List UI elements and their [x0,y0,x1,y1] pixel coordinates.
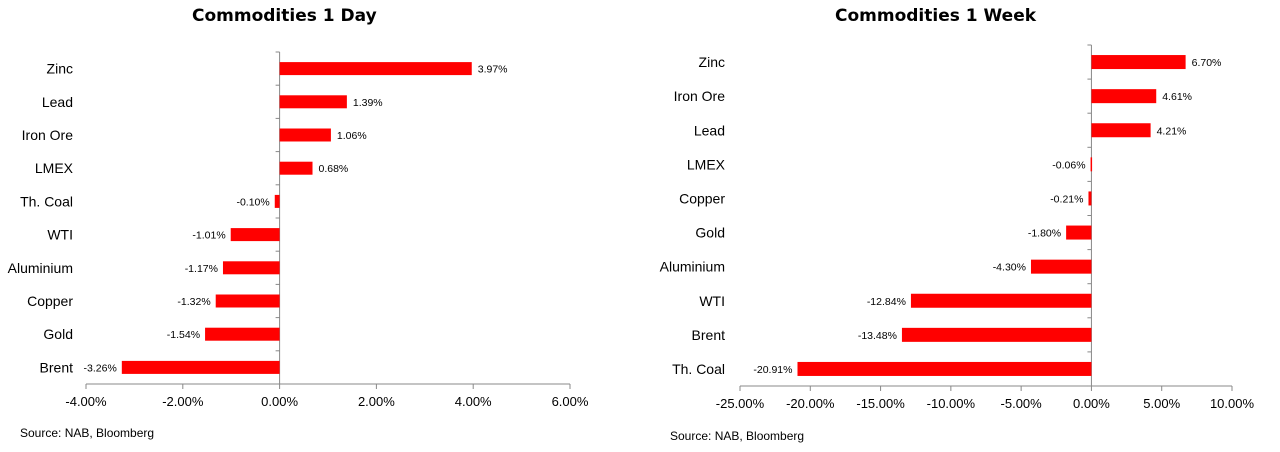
x-tick-label: -20.00% [786,396,835,411]
bar [121,360,280,374]
data-label: 6.70% [1192,57,1222,69]
data-label: -1.54% [167,329,200,341]
x-tick-label: -5.00% [1001,396,1043,411]
data-label: -13.48% [858,330,897,342]
data-label: -1.01% [192,230,225,242]
category-label: Zinc [47,61,73,77]
bar [910,293,1092,308]
category-label: WTI [699,293,725,309]
data-label: -20.91% [753,364,792,376]
chart-panel-1day: Commodities 1 Day -4.00% -2.00% 0.00% 2.00%… [8,6,589,440]
category-label: Copper [679,190,725,206]
chart-title: Commodities 1 Week [835,6,1037,26]
category-label: LMEX [35,160,74,176]
data-label: -0.10% [236,196,269,208]
bar [797,361,1092,376]
category-label: LMEX [687,156,726,172]
data-label: -1.80% [1028,228,1061,240]
data-label: -1.32% [177,296,210,308]
data-label: -0.06% [1052,159,1085,171]
x-tick-label: 10.00% [1210,396,1255,411]
data-label: 3.97% [478,64,508,76]
data-label: 1.39% [353,97,383,109]
category-label: Iron Ore [674,88,726,104]
data-label: -1.17% [185,263,218,275]
bar [279,128,331,142]
x-tick-label: 0.00% [1073,396,1110,411]
category-label: Aluminium [8,260,73,276]
bar [205,327,280,341]
category-label: Brent [40,359,74,375]
bar [274,194,280,208]
source-note: Source: NAB, Bloomberg [20,426,155,440]
bar [222,261,280,275]
data-label: -3.26% [84,362,117,374]
bar [215,294,280,308]
bar [230,228,280,242]
data-label: 4.61% [1162,91,1192,103]
category-label: Gold [695,225,725,241]
x-tick-label: -15.00% [856,396,905,411]
x-tick-label: 0.00% [261,394,298,409]
bar [901,327,1092,342]
x-tick-label: -4.00% [65,394,107,409]
bar [1090,157,1093,172]
category-label: Lead [42,94,73,110]
category-label: Gold [43,326,73,342]
chart-title: Commodities 1 Day [192,6,377,26]
source-note: Source: NAB, Bloomberg [670,429,805,443]
data-label: 0.68% [319,163,349,175]
data-label: -12.84% [867,296,906,308]
category-label: WTI [47,227,73,243]
bar-chart-1week: -25.00% -20.00% -15.00% -10.00% -5.00% 0.00% 5… [660,44,1255,411]
x-tick-label: 4.00% [455,394,492,409]
category-label: Th. Coal [20,193,73,209]
category-label: Brent [692,327,726,343]
bar [1088,191,1092,206]
bar [279,95,347,109]
chart-panel-1week: Commodities 1 Week -25.00% -20.00% -15.00%… [640,0,1280,452]
bar [279,62,472,76]
x-tick-label: -2.00% [162,394,204,409]
category-label: Lead [694,122,725,138]
bar [1030,259,1092,274]
x-tick-label: -25.00% [716,396,765,411]
bar-chart-1day: -4.00% -2.00% 0.00% 2.00% 4.00% 6.00% Zinc 3.97… [8,51,589,409]
data-label: -0.21% [1050,193,1083,205]
x-tick-label: -10.00% [927,396,976,411]
x-tick-label: 5.00% [1143,396,1180,411]
category-label: Iron Ore [22,127,74,143]
category-label: Th. Coal [672,361,725,377]
bar [1091,89,1157,104]
data-label: -4.30% [993,262,1026,274]
bar [1091,55,1186,70]
category-label: Copper [27,293,73,309]
bar [1066,225,1092,240]
x-tick-label: 6.00% [552,394,589,409]
x-tick-label: 2.00% [358,394,395,409]
data-label: 4.21% [1157,125,1187,137]
category-label: Aluminium [660,259,725,275]
bar [279,161,313,175]
data-label: 1.06% [337,130,367,142]
category-label: Zinc [699,54,725,70]
bar [1091,123,1151,138]
